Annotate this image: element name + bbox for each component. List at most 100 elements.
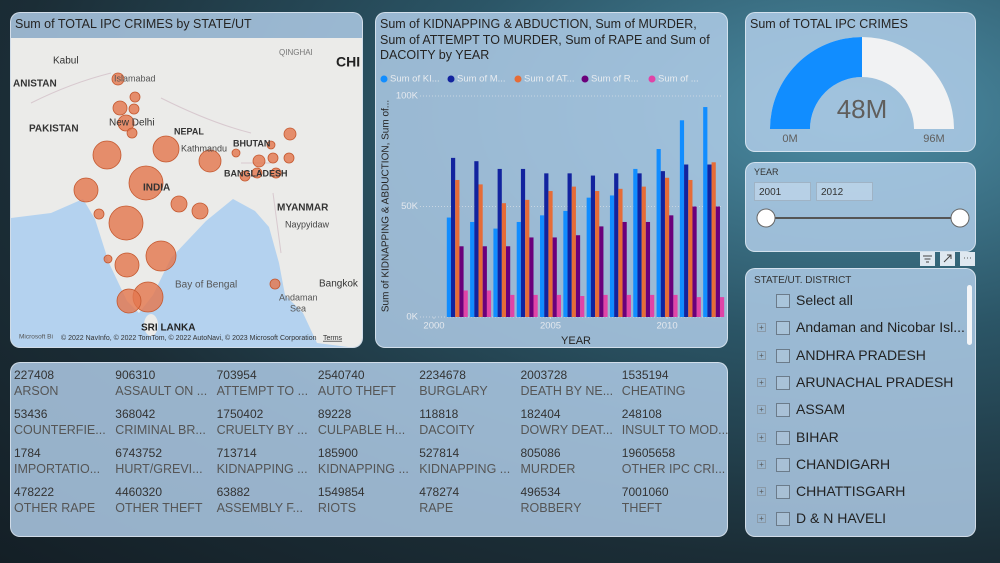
slicer-item[interactable]: Andaman and Nicobar Isl... xyxy=(796,319,965,336)
card-label: INSULT TO MOD... xyxy=(621,423,729,437)
x-tick-label: 2000 xyxy=(423,321,444,332)
bar xyxy=(540,215,545,317)
bar xyxy=(622,221,627,317)
icon[interactable] xyxy=(940,252,955,266)
y-tick-label: 0K xyxy=(406,312,418,323)
expand-icon[interactable]: + xyxy=(757,405,766,415)
card-value: 53436 xyxy=(14,407,48,421)
slicer-item[interactable]: ASSAM xyxy=(796,401,846,418)
gauge-min-label: 0M xyxy=(782,133,797,145)
year-end-input[interactable]: 2012 xyxy=(816,182,873,201)
bar xyxy=(618,188,623,317)
checkbox[interactable] xyxy=(776,485,790,500)
slicer-item[interactable]: ANDHRA PRADESH xyxy=(796,346,926,363)
card-value: 63882 xyxy=(216,485,250,499)
bar xyxy=(669,215,674,317)
bar xyxy=(544,173,549,317)
bar xyxy=(520,168,526,317)
card-label: ASSEMBLY F... xyxy=(216,501,303,515)
map-label: Naypyidaw xyxy=(285,219,330,229)
card-value: 805086 xyxy=(520,446,561,460)
map-label: CHI xyxy=(336,54,360,70)
card-label: OTHER IPC CRI... xyxy=(621,462,726,476)
card-value: 4460320 xyxy=(115,485,163,499)
bar xyxy=(567,173,572,317)
card-label: BURGLARY xyxy=(419,384,488,398)
expand-icon[interactable]: + xyxy=(757,459,766,469)
icon[interactable] xyxy=(960,252,975,266)
bar xyxy=(590,175,596,317)
card-value: 185900 xyxy=(317,446,358,460)
map-logo: Microsoft Bi xyxy=(19,334,53,341)
map-label: ANISTAN xyxy=(13,79,57,90)
card-label: ASSAULT ON ... xyxy=(115,384,208,398)
bar xyxy=(455,179,460,317)
slicer-item[interactable]: D & N HAVELI xyxy=(796,510,886,527)
card-value: 248108 xyxy=(621,407,662,421)
icon-glyph: ··· xyxy=(963,252,972,262)
map-label: Bay of Bengal xyxy=(175,280,237,291)
bar xyxy=(463,290,468,317)
card-value: 6743752 xyxy=(115,446,163,460)
bar xyxy=(703,107,708,317)
expand-icon[interactable]: + xyxy=(757,350,766,360)
checkbox[interactable] xyxy=(776,403,790,418)
expand-icon[interactable]: + xyxy=(757,432,766,442)
expand-icon[interactable]: + xyxy=(757,323,766,333)
card-value: 703954 xyxy=(216,368,257,382)
card-label: COUNTERFIE... xyxy=(14,423,106,437)
slicer-item[interactable]: CHHATTISGARH xyxy=(796,483,906,500)
checkbox[interactable] xyxy=(776,348,790,363)
card-value: 1535194 xyxy=(621,368,669,382)
legend-label[interactable]: Sum of R... xyxy=(591,74,639,85)
bar xyxy=(711,162,716,317)
scrollbar[interactable] xyxy=(967,285,972,345)
bar xyxy=(571,186,576,317)
checkbox[interactable] xyxy=(776,375,790,390)
bar xyxy=(684,164,689,317)
checkbox[interactable] xyxy=(776,512,790,527)
year-start-input[interactable]: 2001 xyxy=(754,182,811,201)
card-value: 496534 xyxy=(520,485,561,499)
map-label: Kabul xyxy=(53,56,79,67)
bar xyxy=(459,246,464,317)
card-label: HURT/GREVI... xyxy=(115,462,203,476)
map-terms[interactable]: Terms xyxy=(323,335,343,342)
checkbox[interactable] xyxy=(776,321,790,336)
card-value: 478274 xyxy=(419,485,460,499)
bar xyxy=(493,228,498,317)
legend-label[interactable]: Sum of M... xyxy=(457,74,506,85)
map: Kabul Islamabad ANISTAN PAKISTAN New Del… xyxy=(11,38,362,347)
slicer-item[interactable]: CHANDIGARH xyxy=(796,455,891,472)
slicer-item[interactable]: Select all xyxy=(796,292,853,308)
bar xyxy=(707,164,712,317)
expand-icon[interactable]: + xyxy=(757,377,766,387)
legend-label[interactable]: Sum of KI... xyxy=(390,74,440,85)
icon[interactable] xyxy=(920,252,935,266)
bar xyxy=(696,297,701,317)
island xyxy=(144,314,158,336)
bubbles xyxy=(73,72,297,314)
bar xyxy=(556,294,562,317)
bar xyxy=(692,206,697,317)
bar xyxy=(599,226,604,317)
expand-icon[interactable]: + xyxy=(757,487,766,497)
bar xyxy=(650,294,655,317)
legend-label[interactable]: Sum of ... xyxy=(658,74,699,85)
card-value: 368042 xyxy=(115,407,156,421)
card-label: ARSON xyxy=(14,384,59,398)
slicer-item[interactable]: BIHAR xyxy=(796,428,839,445)
card-label: DEATH BY NE... xyxy=(520,384,614,398)
checkbox[interactable] xyxy=(776,294,790,308)
slicer-item[interactable]: ARUNACHAL PRADESH xyxy=(796,373,954,390)
expand-icon[interactable]: + xyxy=(757,514,766,524)
checkbox[interactable] xyxy=(776,457,790,472)
checkbox[interactable] xyxy=(776,430,790,445)
legend-label[interactable]: Sum of AT... xyxy=(524,74,575,85)
bar-chart: 0K 50K 100K 2000 2005 2010 YEAR Sum of KIDNAPPI… xyxy=(380,74,725,347)
card-label: RAPE xyxy=(419,501,454,515)
legend-marker xyxy=(648,75,656,83)
card-label: KIDNAPPING ... xyxy=(216,462,308,476)
bar-panel: Sum of KIDNAPPING & ABDUCTION, Sum of MU… xyxy=(375,12,728,348)
